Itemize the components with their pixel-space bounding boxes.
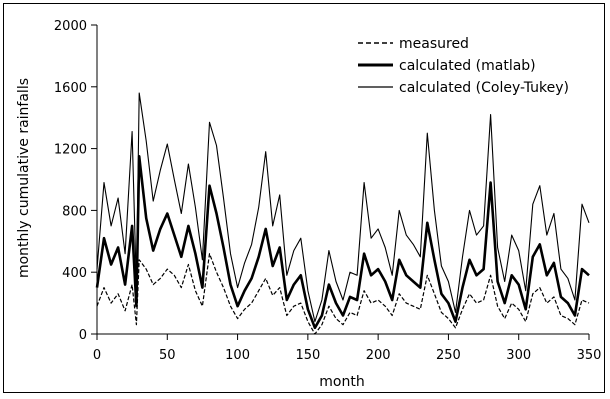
legend-label-matlab: calculated (matlab) bbox=[399, 58, 536, 74]
ticks: 0 400 800 1200 1600 2000 0 50 100 150 200 250 300 350 bbox=[54, 19, 602, 363]
x-tick-label: 150 bbox=[295, 348, 320, 363]
y-tick-label: 400 bbox=[62, 266, 87, 281]
series-line-0 bbox=[96, 253, 590, 335]
series-line-1 bbox=[95, 155, 590, 330]
series-line-2 bbox=[96, 92, 590, 323]
y-tick-label: 2000 bbox=[54, 19, 87, 34]
x-tick-label: 250 bbox=[436, 348, 461, 363]
y-tick-label: 1200 bbox=[54, 143, 87, 158]
legend-label-measured: measured bbox=[399, 36, 469, 52]
x-tick-label: 200 bbox=[366, 348, 391, 363]
legend-label-coley-tukey: calculated (Coley-Tukey) bbox=[399, 80, 569, 96]
y-tick-label: 800 bbox=[62, 204, 87, 219]
x-tick-label: 300 bbox=[506, 348, 531, 363]
y-axis-label: monthly cumulative rainfalls bbox=[16, 78, 32, 278]
x-tick-label: 100 bbox=[225, 348, 250, 363]
legend: measured calculated (matlab) calculated … bbox=[358, 36, 569, 96]
x-tick-label: 350 bbox=[577, 348, 602, 363]
x-axis-label: month bbox=[319, 374, 364, 390]
series-layer bbox=[95, 92, 590, 335]
x-tick-label: 50 bbox=[159, 348, 176, 363]
chart-frame bbox=[3, 3, 605, 393]
y-tick-label: 0 bbox=[79, 328, 87, 343]
y-tick-label: 1600 bbox=[54, 81, 87, 96]
x-tick-label: 0 bbox=[93, 348, 101, 363]
